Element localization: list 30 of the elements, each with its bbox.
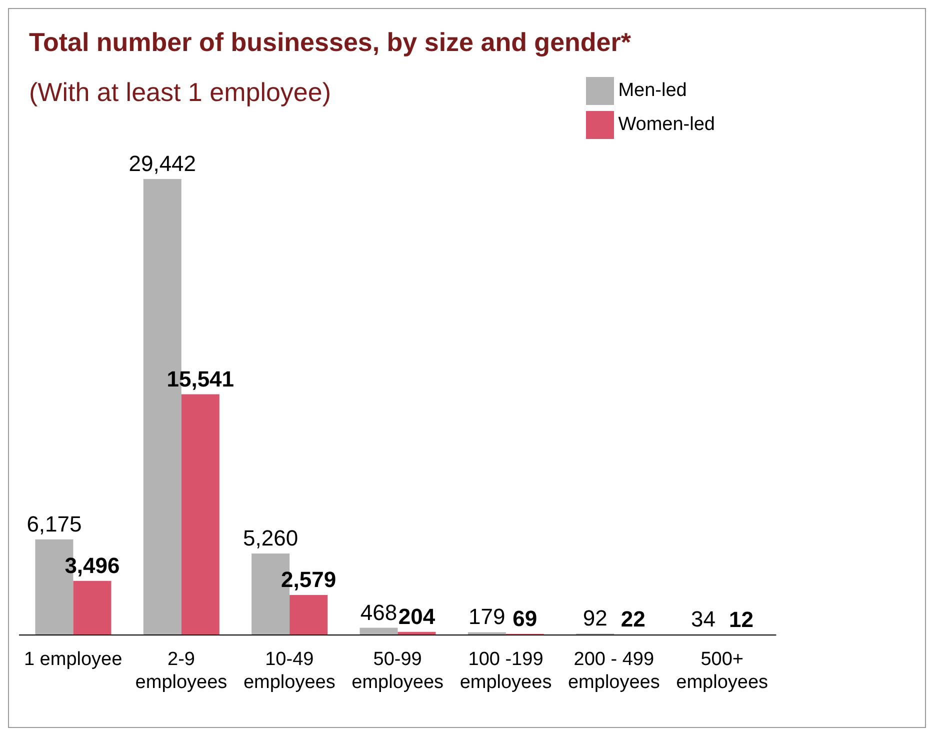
bar xyxy=(468,632,506,635)
bar xyxy=(181,394,220,635)
data-label: 22 xyxy=(620,606,646,632)
data-label: 29,442 xyxy=(128,151,196,176)
data-label: 6,175 xyxy=(26,511,82,536)
data-label: 15,541 xyxy=(166,366,234,392)
bar xyxy=(360,628,398,635)
data-label: 179 xyxy=(468,604,506,630)
x-tick-label: 1 employee xyxy=(24,649,122,670)
x-tick-label: 50-99 employees xyxy=(352,649,444,693)
data-label: 3,496 xyxy=(64,552,120,578)
x-tick-label: 10-49 employees xyxy=(243,649,336,693)
legend-label: Women-led xyxy=(618,114,715,135)
chart-subtitle: (With at least 1 employee) xyxy=(29,77,332,108)
bar xyxy=(290,595,328,635)
data-label: 468 xyxy=(360,600,398,625)
x-tick-label: 100 -199 employees xyxy=(460,649,552,693)
x-tick-label: 200 - 499 employees xyxy=(568,649,660,693)
bar xyxy=(73,580,112,635)
data-label: 204 xyxy=(398,604,436,629)
data-label: 34 xyxy=(691,606,716,632)
chart-title: Total number of businesses, by size and gender* xyxy=(29,27,631,58)
x-tick-label: 2-9 employees xyxy=(135,649,228,693)
legend-label: Men-led xyxy=(618,80,687,101)
data-label: 5,260 xyxy=(243,526,298,551)
data-label: 69 xyxy=(512,606,538,631)
x-tick-label: 500+ employees xyxy=(676,649,768,693)
data-label: 92 xyxy=(582,606,608,631)
data-label: 2,579 xyxy=(281,567,336,592)
data-label: 12 xyxy=(729,606,754,632)
